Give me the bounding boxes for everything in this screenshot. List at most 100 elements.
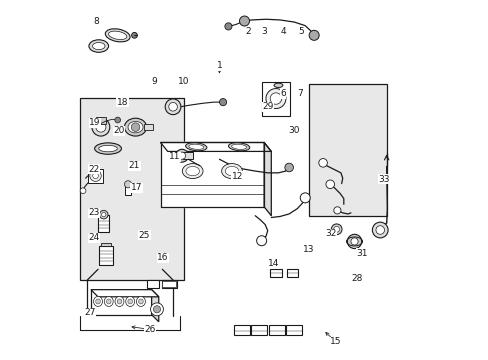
Text: 26: 26 (144, 325, 155, 334)
Text: 22: 22 (88, 165, 99, 174)
Circle shape (131, 32, 137, 38)
Text: 33: 33 (377, 175, 389, 184)
Text: 25: 25 (139, 231, 150, 240)
Circle shape (350, 238, 357, 245)
Text: 29: 29 (262, 102, 273, 111)
Bar (88, 168, 103, 183)
Ellipse shape (127, 299, 132, 304)
Text: 17: 17 (131, 183, 142, 192)
Circle shape (331, 224, 341, 235)
Circle shape (175, 149, 188, 162)
Bar (124, 184, 131, 195)
Bar (183, 152, 193, 159)
Ellipse shape (99, 145, 117, 152)
Ellipse shape (115, 296, 123, 306)
Bar (162, 280, 176, 288)
Ellipse shape (185, 166, 199, 176)
Ellipse shape (106, 299, 111, 304)
Circle shape (115, 117, 121, 123)
Ellipse shape (92, 42, 105, 50)
Bar (250, 325, 266, 336)
Text: 31: 31 (356, 249, 367, 258)
Ellipse shape (108, 31, 126, 40)
Text: 32: 32 (325, 229, 336, 238)
Ellipse shape (93, 296, 102, 306)
Text: 13: 13 (303, 245, 314, 254)
Text: 18: 18 (116, 98, 128, 107)
Text: 15: 15 (329, 337, 341, 346)
Text: 11: 11 (169, 152, 180, 161)
Bar (308, 84, 386, 216)
Bar (162, 281, 176, 287)
Circle shape (271, 91, 285, 104)
Circle shape (325, 180, 334, 189)
Circle shape (285, 163, 293, 172)
Circle shape (308, 30, 319, 40)
Circle shape (256, 236, 266, 246)
Bar (261, 82, 290, 116)
Bar (270, 269, 281, 277)
Text: 9: 9 (151, 77, 157, 86)
Circle shape (153, 306, 160, 313)
Bar (144, 124, 153, 130)
Ellipse shape (104, 296, 113, 306)
Text: 28: 28 (350, 274, 362, 283)
Circle shape (131, 123, 140, 131)
Circle shape (150, 303, 163, 316)
Text: 5: 5 (298, 27, 304, 36)
Bar (101, 243, 111, 247)
Bar (233, 325, 249, 336)
Text: 10: 10 (178, 77, 189, 86)
Ellipse shape (221, 163, 242, 179)
Circle shape (178, 152, 185, 159)
Polygon shape (160, 143, 264, 207)
Bar (98, 215, 109, 232)
Text: 12: 12 (231, 172, 243, 181)
Bar (80, 98, 183, 280)
Circle shape (224, 23, 231, 30)
Circle shape (92, 118, 110, 136)
Text: 27: 27 (84, 309, 96, 318)
Ellipse shape (136, 296, 145, 306)
Text: 16: 16 (157, 253, 168, 262)
Bar (147, 280, 159, 288)
Circle shape (80, 188, 86, 194)
Circle shape (274, 94, 282, 102)
Polygon shape (160, 143, 271, 152)
Bar (91, 290, 151, 315)
Ellipse shape (228, 143, 249, 151)
Circle shape (93, 173, 98, 179)
Text: 2: 2 (245, 27, 250, 36)
Ellipse shape (117, 299, 122, 304)
Ellipse shape (188, 144, 203, 149)
Text: 14: 14 (267, 260, 279, 269)
Text: 21: 21 (128, 161, 140, 170)
Ellipse shape (273, 83, 283, 87)
Polygon shape (151, 290, 159, 322)
Text: 23: 23 (88, 208, 99, 217)
Polygon shape (264, 143, 271, 216)
Ellipse shape (185, 143, 206, 151)
Circle shape (239, 16, 249, 26)
Circle shape (372, 222, 387, 238)
Bar (96, 117, 105, 123)
Ellipse shape (105, 29, 130, 42)
Ellipse shape (89, 40, 108, 52)
Circle shape (102, 212, 106, 217)
Circle shape (124, 181, 131, 188)
Circle shape (168, 103, 177, 111)
Circle shape (99, 210, 108, 219)
Circle shape (333, 226, 339, 232)
Text: 24: 24 (88, 233, 99, 242)
Ellipse shape (124, 118, 146, 136)
Ellipse shape (231, 144, 246, 149)
Ellipse shape (128, 121, 143, 133)
Bar (285, 325, 301, 336)
Ellipse shape (182, 163, 203, 179)
Ellipse shape (138, 299, 143, 304)
Circle shape (165, 99, 181, 114)
Circle shape (265, 89, 285, 109)
Bar (99, 247, 113, 265)
Circle shape (219, 99, 226, 106)
Ellipse shape (225, 166, 238, 176)
